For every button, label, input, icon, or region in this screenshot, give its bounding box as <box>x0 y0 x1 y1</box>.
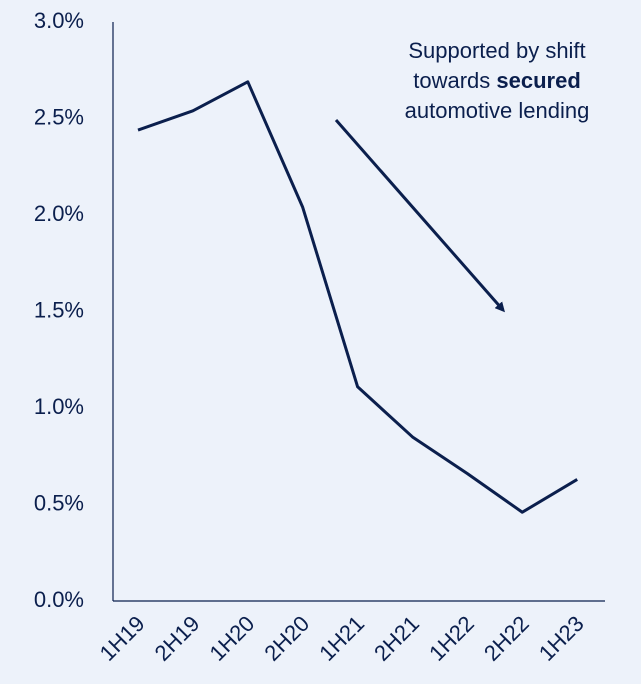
x-tick-label: 2H19 <box>150 611 205 666</box>
annotation-line: towards secured <box>413 68 581 93</box>
x-tick-label: 1H19 <box>95 611 150 666</box>
y-tick-label: 1.5% <box>34 297 84 322</box>
y-tick-label: 1.0% <box>34 394 84 419</box>
y-tick-label: 3.0% <box>34 8 84 33</box>
line-series <box>137 80 578 514</box>
annotation-text: towards <box>413 68 490 93</box>
x-tick-label: 2H21 <box>369 611 424 666</box>
x-tick-label: 1H23 <box>534 611 589 666</box>
x-tick-label: 1H22 <box>424 611 479 666</box>
x-tick-label: 2H20 <box>259 611 314 666</box>
annotation-line: Supported by shift <box>408 38 585 63</box>
x-tick-label: 1H20 <box>204 611 259 666</box>
y-tick-label: 0.0% <box>34 587 84 612</box>
y-tick-label: 0.5% <box>34 490 84 515</box>
y-tick-label: 2.0% <box>34 201 84 226</box>
x-tick-label: 2H22 <box>479 611 534 666</box>
annotation-bold: secured <box>496 68 580 93</box>
x-tick-label: 1H21 <box>314 611 369 666</box>
annotation-arrow <box>334 119 505 313</box>
annotation-line: automotive lending <box>405 98 590 123</box>
y-tick-label: 2.5% <box>34 104 84 129</box>
